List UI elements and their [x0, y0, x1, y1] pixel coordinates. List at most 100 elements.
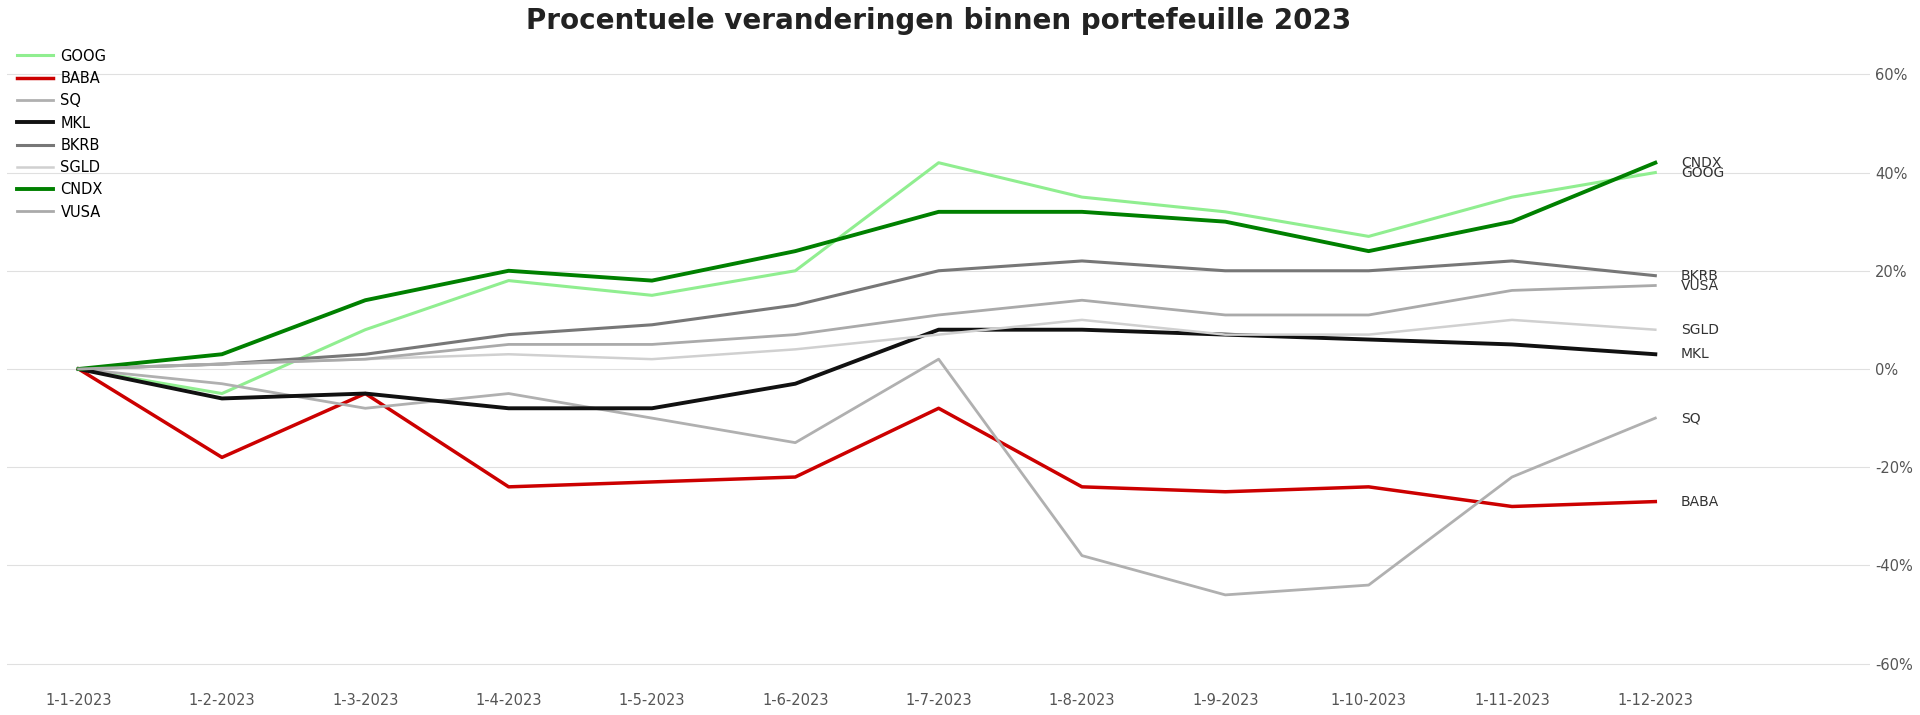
MKL	[1213, 330, 1236, 339]
MKL	[641, 404, 664, 413]
SGLD	[1213, 330, 1236, 339]
MKL	[783, 380, 806, 388]
Line: MKL: MKL	[79, 330, 1655, 408]
BABA	[641, 478, 664, 486]
GOOG	[1357, 232, 1380, 241]
VUSA	[1644, 281, 1667, 290]
Text: VUSA: VUSA	[1682, 279, 1718, 292]
SGLD	[1500, 315, 1523, 324]
CNDX	[67, 365, 90, 373]
Line: VUSA: VUSA	[79, 285, 1655, 369]
VUSA	[353, 355, 376, 363]
CNDX	[641, 276, 664, 285]
VUSA	[927, 311, 950, 320]
MKL	[67, 365, 90, 373]
SGLD	[783, 345, 806, 354]
MKL	[1500, 340, 1523, 349]
SQ	[1644, 414, 1667, 423]
VUSA	[1071, 296, 1094, 305]
Text: BABA: BABA	[1682, 495, 1720, 508]
BABA	[1071, 483, 1094, 491]
GOOG	[67, 365, 90, 373]
VUSA	[1357, 311, 1380, 320]
MKL	[1357, 335, 1380, 344]
SQ	[1500, 473, 1523, 481]
Line: SQ: SQ	[79, 359, 1655, 595]
BABA	[497, 483, 520, 491]
BKRB	[783, 301, 806, 310]
BKRB	[497, 330, 520, 339]
Line: CNDX: CNDX	[79, 163, 1655, 369]
Text: CNDX: CNDX	[1682, 156, 1722, 169]
Text: BKRB: BKRB	[1682, 269, 1718, 282]
BKRB	[353, 350, 376, 358]
Legend: GOOG, BABA, SQ, MKL, BKRB, SGLD, CNDX, VUSA: GOOG, BABA, SQ, MKL, BKRB, SGLD, CNDX, V…	[12, 44, 111, 224]
GOOG	[1213, 207, 1236, 216]
BKRB	[641, 320, 664, 329]
MKL	[211, 394, 234, 403]
SGLD	[211, 360, 234, 368]
Text: GOOG: GOOG	[1682, 166, 1724, 179]
GOOG	[1500, 193, 1523, 202]
Title: Procentuele veranderingen binnen portefeuille 2023: Procentuele veranderingen binnen portefe…	[526, 7, 1352, 35]
CNDX	[1644, 159, 1667, 167]
GOOG	[783, 267, 806, 275]
VUSA	[1500, 286, 1523, 295]
MKL	[927, 325, 950, 334]
BKRB	[1357, 267, 1380, 275]
SGLD	[927, 330, 950, 339]
GOOG	[1644, 168, 1667, 177]
BABA	[67, 365, 90, 373]
CNDX	[1071, 207, 1094, 216]
Text: SGLD: SGLD	[1682, 322, 1718, 337]
BKRB	[1071, 257, 1094, 265]
SQ	[783, 438, 806, 447]
BABA	[1644, 498, 1667, 506]
GOOG	[1071, 193, 1094, 202]
MKL	[353, 389, 376, 398]
SQ	[927, 355, 950, 363]
SQ	[67, 365, 90, 373]
MKL	[497, 404, 520, 413]
CNDX	[927, 207, 950, 216]
BABA	[1357, 483, 1380, 491]
BKRB	[1644, 272, 1667, 280]
CNDX	[211, 350, 234, 358]
Text: SQ: SQ	[1682, 411, 1701, 425]
VUSA	[497, 340, 520, 349]
BABA	[927, 404, 950, 413]
BKRB	[927, 267, 950, 275]
CNDX	[1357, 247, 1380, 255]
GOOG	[641, 291, 664, 300]
BKRB	[1213, 267, 1236, 275]
CNDX	[1500, 217, 1523, 226]
SQ	[1213, 591, 1236, 599]
Line: BABA: BABA	[79, 369, 1655, 506]
SGLD	[1357, 330, 1380, 339]
CNDX	[353, 296, 376, 305]
SQ	[353, 404, 376, 413]
Line: BKRB: BKRB	[79, 261, 1655, 369]
SQ	[1071, 551, 1094, 560]
VUSA	[783, 330, 806, 339]
GOOG	[353, 325, 376, 334]
VUSA	[641, 340, 664, 349]
BKRB	[1500, 257, 1523, 265]
SQ	[497, 389, 520, 398]
Text: MKL: MKL	[1682, 347, 1711, 361]
BABA	[1213, 488, 1236, 496]
SGLD	[1071, 315, 1094, 324]
CNDX	[783, 247, 806, 255]
GOOG	[211, 389, 234, 398]
CNDX	[497, 267, 520, 275]
SQ	[211, 380, 234, 388]
BABA	[353, 389, 376, 398]
GOOG	[927, 159, 950, 167]
Line: GOOG: GOOG	[79, 163, 1655, 393]
SGLD	[641, 355, 664, 363]
SGLD	[1644, 325, 1667, 334]
MKL	[1644, 350, 1667, 358]
CNDX	[1213, 217, 1236, 226]
VUSA	[1213, 311, 1236, 320]
MKL	[1071, 325, 1094, 334]
